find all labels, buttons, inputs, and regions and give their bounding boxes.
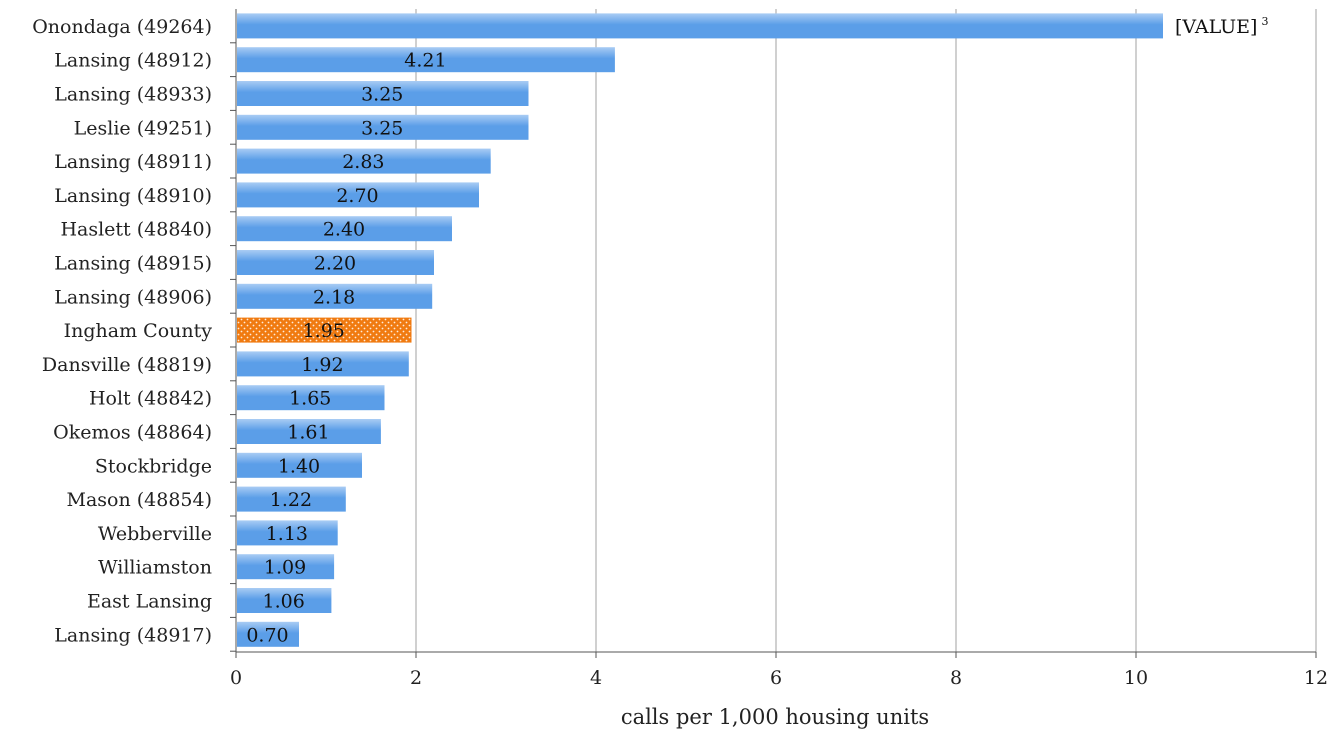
category-label: Lansing (48917) bbox=[54, 624, 212, 646]
category-label: Lansing (48906) bbox=[54, 286, 212, 308]
data-label: 1.95 bbox=[303, 320, 345, 342]
bar bbox=[237, 452, 362, 478]
data-label: 3.25 bbox=[361, 117, 403, 139]
category-label: Stockbridge bbox=[95, 455, 212, 477]
x-tick-label: 10 bbox=[1124, 667, 1148, 689]
data-label: 1.13 bbox=[266, 523, 308, 545]
bar bbox=[237, 250, 434, 275]
category-label: Webberville bbox=[98, 523, 212, 545]
category-label: Lansing (48910) bbox=[54, 185, 212, 207]
bar-highlight bbox=[237, 317, 412, 343]
bar bbox=[237, 81, 529, 106]
bar bbox=[237, 47, 615, 73]
data-label: 2.40 bbox=[323, 219, 365, 241]
axes bbox=[230, 9, 1317, 658]
data-label: 2.83 bbox=[342, 151, 384, 173]
data-label: 2.70 bbox=[336, 185, 378, 207]
bar bbox=[237, 182, 479, 208]
bar bbox=[237, 13, 1163, 39]
bar bbox=[237, 283, 433, 309]
category-label: Okemos (48864) bbox=[53, 422, 212, 444]
category-label: Mason (48854) bbox=[66, 489, 212, 511]
data-label: 1.40 bbox=[278, 455, 320, 477]
data-label-superscript: 3 bbox=[1261, 15, 1268, 28]
bars bbox=[237, 13, 1163, 647]
data-label: 4.21 bbox=[404, 50, 446, 72]
category-label: Ingham County bbox=[64, 320, 213, 342]
bar bbox=[237, 148, 491, 174]
category-label: Onondaga (49264) bbox=[32, 16, 212, 38]
gridlines bbox=[415, 9, 1317, 652]
x-axis-title: calls per 1,000 housing units bbox=[621, 705, 929, 729]
bar bbox=[237, 554, 335, 580]
bar bbox=[237, 351, 409, 377]
category-label: Lansing (48915) bbox=[54, 253, 212, 275]
category-label: Lansing (48912) bbox=[54, 50, 212, 72]
data-label: [VALUE] bbox=[1175, 16, 1257, 38]
labels: 0 2 4 6 8 10 12 Onondaga (49264) [VALUE] 3 Lansing… bbox=[32, 15, 1328, 689]
data-label: 1.61 bbox=[287, 422, 329, 444]
bar bbox=[237, 216, 452, 242]
x-tick-label: 8 bbox=[950, 667, 962, 689]
data-label: 1.92 bbox=[301, 354, 343, 376]
data-label: 0.70 bbox=[246, 624, 288, 646]
category-label: Haslett (48840) bbox=[60, 219, 212, 241]
x-tick-label: 0 bbox=[230, 667, 242, 689]
category-label: Williamston bbox=[98, 557, 212, 579]
x-tick-label: 2 bbox=[410, 667, 422, 689]
x-tick-label: 4 bbox=[590, 667, 602, 689]
category-label: Lansing (48933) bbox=[54, 84, 212, 106]
bar bbox=[237, 114, 529, 140]
data-label: 1.09 bbox=[264, 557, 306, 579]
category-label: Holt (48842) bbox=[89, 388, 212, 410]
data-label: 2.18 bbox=[313, 286, 355, 308]
x-tick-label: 12 bbox=[1304, 667, 1328, 689]
bar bbox=[237, 419, 381, 444]
category-label: Dansville (48819) bbox=[42, 354, 212, 376]
category-label: East Lansing bbox=[87, 591, 212, 613]
data-label: 1.65 bbox=[289, 388, 331, 410]
data-label: 2.20 bbox=[314, 253, 356, 275]
data-label: 1.22 bbox=[270, 489, 312, 511]
data-label: 3.25 bbox=[361, 84, 403, 106]
bar bbox=[237, 621, 299, 647]
bar bbox=[237, 588, 332, 613]
category-label: Leslie (49251) bbox=[74, 117, 212, 139]
bar bbox=[237, 486, 346, 512]
data-label: 1.06 bbox=[263, 591, 305, 613]
x-tick-label: 6 bbox=[770, 667, 782, 689]
bar bbox=[237, 385, 385, 411]
bar bbox=[237, 520, 338, 546]
category-label: Lansing (48911) bbox=[54, 151, 212, 173]
